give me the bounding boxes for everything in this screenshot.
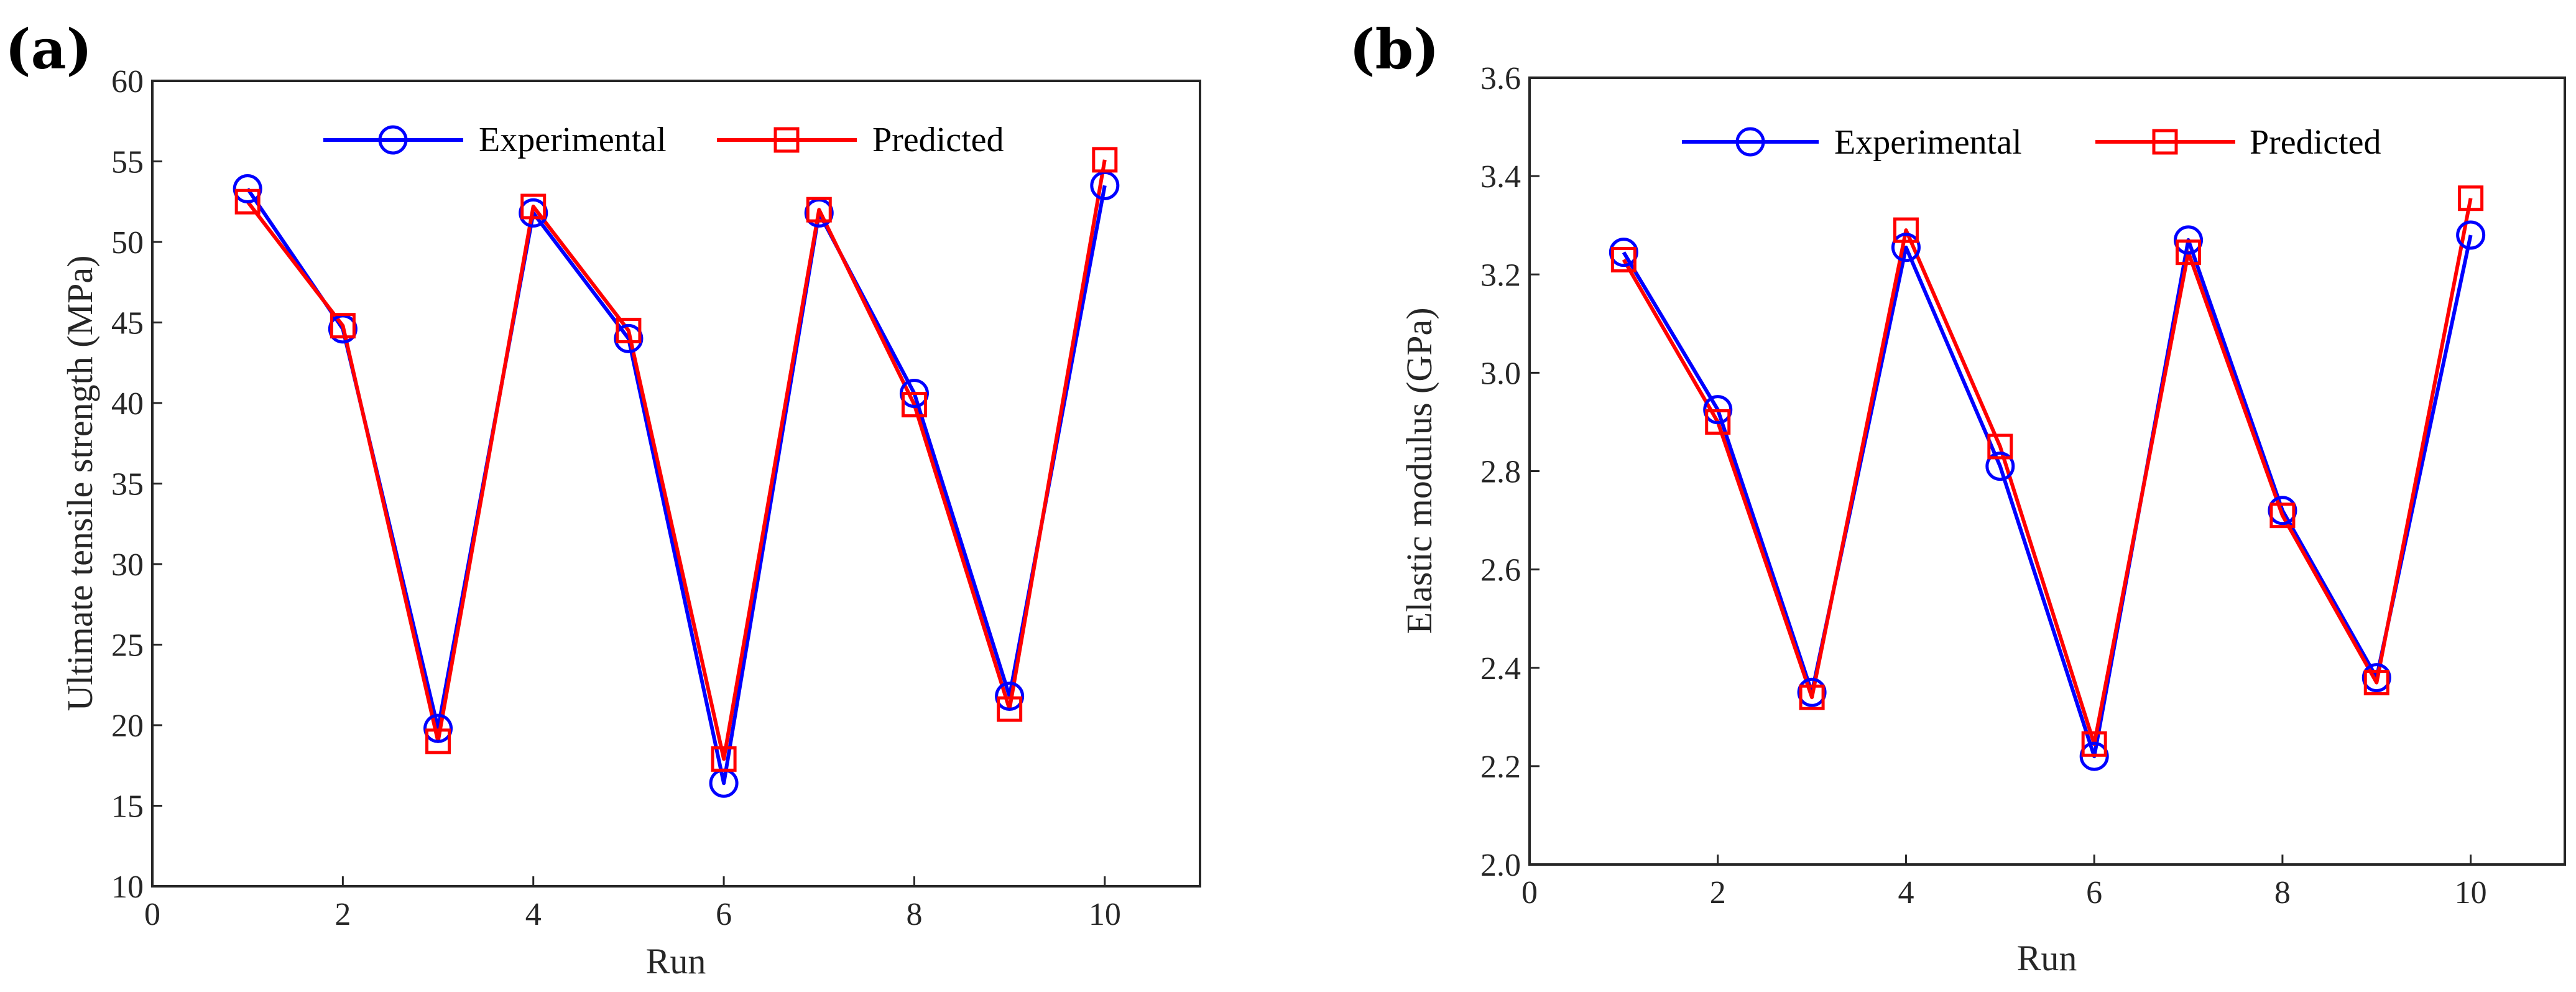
y-tick-label: 2.2 [1480,749,1521,785]
y-tick-label: 60 [111,64,144,100]
legend-label-experimental: Experimental [1834,123,2022,162]
y-tick-label: 15 [111,789,144,825]
point-experimental [2079,741,2109,771]
chart-panel-b: (b) 0 2 4 6 8 10 2.0 2.2 2.4 2.6 2.8 3.0 3.2 3.4 3.6 R… [1349,17,2566,978]
x-tick-label: 10 [2455,875,2487,911]
x-tick-label: 0 [1521,875,1538,911]
x-tick-label: 10 [1089,897,1121,932]
x-tick-label: 6 [2086,875,2102,911]
y-tick-label: 3.4 [1480,159,1521,195]
point-predicted [997,696,1023,722]
x-tick-label: 8 [906,897,922,932]
point-predicted [1799,684,1825,710]
y-tick-label: 2.6 [1480,553,1521,588]
point-experimental [2456,220,2486,250]
point-predicted [520,193,547,220]
legend-marker-predicted [2152,129,2178,155]
x-tick-label: 2 [1710,875,1726,911]
x-axis-label: Run [646,941,706,981]
y-tick-label: 50 [111,225,144,261]
point-predicted [1705,409,1731,435]
point-predicted [234,188,261,215]
y-axis-label: Elastic modulus (GPa) [1399,307,1439,634]
point-predicted [1987,433,2013,460]
y-tick-label: 25 [111,628,144,664]
point-predicted [2363,669,2389,695]
x-tick-label: 0 [144,897,160,932]
y-tick-label: 55 [111,145,144,180]
point-predicted [1092,147,1118,173]
plot-area [233,147,1120,798]
panel-label: (b) [1349,17,1439,81]
x-tick-label: 4 [1898,875,1914,911]
series-line-predicted [1622,198,2473,746]
point-predicted [616,317,642,343]
point-experimental [519,198,548,228]
y-tick-label: 3.0 [1480,356,1521,391]
y-tick-label: 3.6 [1480,61,1521,96]
point-predicted [1610,247,1637,273]
point-predicted [2176,239,2202,266]
point-experimental [899,378,929,408]
point-experimental [2268,496,2297,526]
axis-ticks: 0 2 4 6 8 10 10 15 20 25 30 35 40 45 50 55 60 [111,64,1121,932]
x-tick-label: 2 [335,897,351,932]
x-tick-label: 8 [2274,875,2291,911]
series-line-predicted [246,159,1107,761]
y-tick-label: 2.4 [1480,651,1521,687]
y-tick-label: 45 [111,306,144,341]
axis-ticks: 0 2 4 6 8 10 2.0 2.2 2.4 2.6 2.8 3.0 3.2 3.4 3.6 [1480,61,2487,911]
point-predicted [330,313,356,339]
legend: Experimental Predicted [1682,123,2381,162]
point-predicted [806,197,832,223]
legend-label-predicted: Predicted [2250,123,2381,162]
point-predicted [2458,185,2484,211]
x-tick-label: 6 [716,897,732,932]
y-tick-label: 2.8 [1480,455,1521,490]
panel-label: (a) [5,17,92,81]
point-experimental [1985,452,2015,481]
point-predicted [901,392,927,418]
chart-panel-a: (a) 0 2 4 6 8 10 10 15 20 25 30 35 40 45 50 55 60 Run Ul… [5,17,1201,981]
point-experimental [1891,233,1921,262]
y-tick-label: 2.0 [1480,848,1521,883]
plot-frame [151,80,1201,888]
y-tick-label: 3.2 [1480,257,1521,293]
y-axis-label: Ultimate tensile strength (MPa) [60,256,100,712]
point-experimental [1609,238,1638,267]
series-line-experimental [1622,234,2473,759]
legend-label-predicted: Predicted [872,121,1004,159]
legend-marker-experimental [1735,127,1765,157]
y-tick-label: 10 [111,869,144,905]
point-predicted [1893,217,1919,243]
legend-marker-experimental [378,125,408,155]
point-experimental [614,323,644,353]
legend-label-experimental: Experimental [479,121,667,159]
x-axis-label: Run [2017,938,2077,978]
point-experimental [1703,395,1733,425]
point-predicted [711,746,737,772]
point-predicted [2081,731,2107,757]
point-predicted [2269,503,2296,529]
y-tick-label: 20 [111,708,144,744]
plot-frame [1528,76,2566,866]
y-tick-label: 30 [111,547,144,583]
point-experimental [2361,663,2391,693]
point-experimental [2174,225,2204,255]
point-experimental [423,713,453,743]
point-experimental [233,174,262,204]
legend-marker-predicted [773,127,800,153]
legend: Experimental Predicted [323,121,1004,159]
point-experimental [995,681,1025,711]
point-predicted [425,728,451,754]
point-experimental [1797,677,1827,707]
x-tick-label: 4 [525,897,542,932]
y-tick-label: 40 [111,386,144,422]
plot-area [1609,185,2486,771]
y-tick-label: 35 [111,467,144,503]
